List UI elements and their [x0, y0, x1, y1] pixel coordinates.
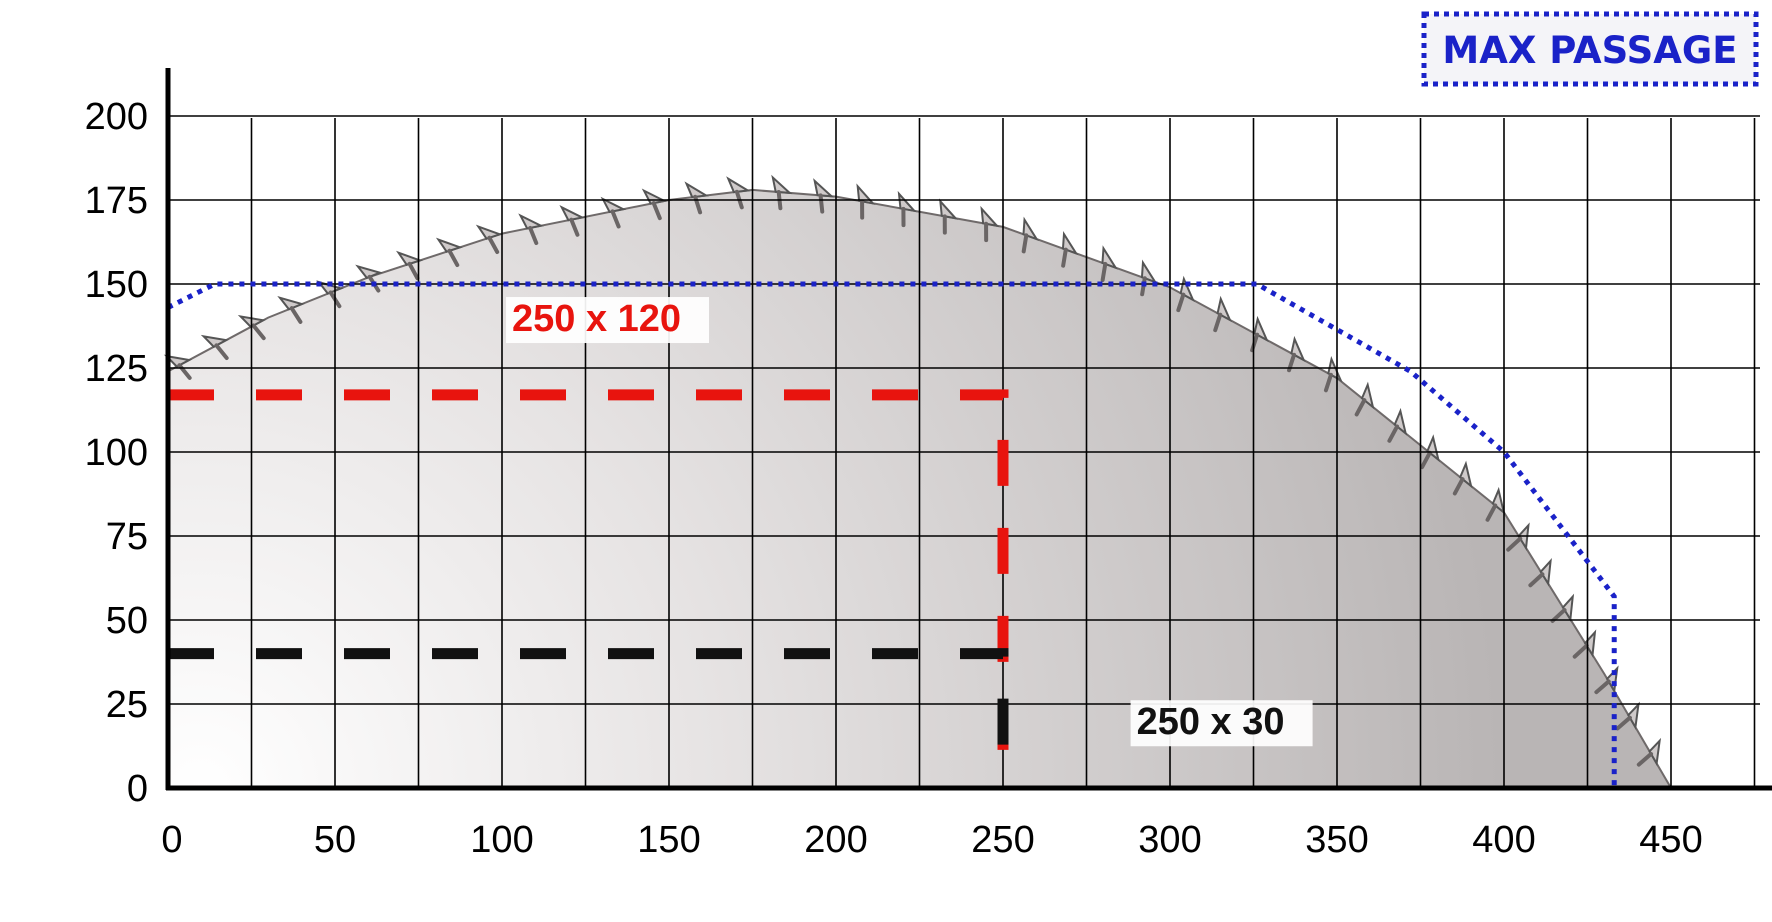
saw-tooth-gullet: [818, 193, 825, 214]
saw-tooth-gullet: [1100, 261, 1108, 282]
x-tick-label: 0: [161, 819, 182, 861]
x-tick-label: 250: [971, 819, 1034, 861]
saw-tooth: [435, 237, 463, 253]
y-tick-labels: 0 25 50 75 100 125 150 175 200: [85, 96, 148, 810]
saw-tooth-gullet: [1021, 233, 1029, 254]
cut-label-background: [1130, 700, 1313, 747]
saw-tooth-gullet: [251, 323, 266, 341]
y-tick-label: 0: [127, 768, 148, 810]
saw-tooth-gullet: [1594, 679, 1611, 695]
x-tick-label: 200: [804, 819, 867, 861]
saw-tooth: [475, 224, 503, 240]
saw-tooth: [980, 205, 1000, 228]
y-tick-label: 150: [85, 264, 148, 306]
saw-tooth: [518, 213, 544, 230]
y-tick-label: 125: [85, 348, 148, 390]
y-tick-label: 50: [106, 600, 148, 642]
saw-tooth-gullet: [528, 225, 539, 246]
saw-tooth: [395, 250, 424, 266]
y-tick-label: 25: [106, 684, 148, 726]
saw-tooth-gullet: [1550, 607, 1567, 623]
saw-tooth: [726, 176, 751, 194]
x-tick-labels: 0 50 100 150 200 250 300 350 400 450: [161, 819, 1702, 861]
saw-tooth: [200, 334, 230, 349]
saw-tooth: [559, 205, 586, 222]
saw-tooth: [277, 295, 305, 311]
saw-tooth-gullet: [447, 248, 460, 268]
saw-tooth: [1360, 381, 1375, 410]
saw-tooth-gullet: [1387, 424, 1400, 443]
saw-tooth-gullet: [1615, 715, 1632, 731]
cut-rectangle-2: [168, 648, 1009, 788]
saw-tooth-gullet: [1506, 536, 1523, 552]
cut-label-1: 250 x 120: [506, 297, 710, 344]
x-tick-label: 50: [314, 819, 356, 861]
legend: MAX PASSAGE: [1421, 11, 1759, 87]
saw-tooth-gullet: [407, 261, 420, 281]
x-tick-label: 450: [1639, 819, 1702, 861]
saw-tooth-gullet: [569, 217, 580, 237]
x-tick-label: 400: [1472, 819, 1535, 861]
saw-tooth-gullet: [1213, 312, 1223, 333]
axes: [165, 68, 1772, 791]
saw-tooth-gullet: [487, 235, 500, 255]
cut-label-text: 250 x 30: [1137, 701, 1285, 743]
saw-tooth-gullet: [1636, 751, 1654, 767]
saw-tooth-gullet: [289, 306, 303, 324]
saw-tooth-gullet: [1485, 503, 1498, 522]
cut-label-background: [506, 297, 710, 344]
y-tick-label: 100: [85, 432, 148, 474]
saw-tooth-gullet: [610, 209, 621, 229]
saw-tooth: [684, 181, 710, 199]
saw-tooth: [1648, 737, 1662, 767]
saw-tooth: [1583, 629, 1597, 658]
saw-tooth-gullet: [1176, 292, 1186, 313]
cut-rectangles: [168, 389, 1009, 788]
saw-blade-teeth: [163, 174, 1662, 767]
legend-box: [1421, 11, 1759, 87]
saw-tooth: [1491, 486, 1506, 515]
saw-tooth-gullet: [1420, 450, 1432, 470]
saw-tooth: [771, 174, 793, 195]
saw-tooth: [939, 198, 959, 220]
max-passage-outline: [166, 281, 1617, 788]
saw-tooth-gullet: [1061, 247, 1068, 268]
x-tick-label: 300: [1138, 819, 1201, 861]
x-tick-label: 100: [470, 819, 533, 861]
legend-label: MAX PASSAGE: [1442, 29, 1737, 72]
x-tick-label: 150: [637, 819, 700, 861]
cut-labels: 250 x 120 250 x 30: [506, 297, 1313, 747]
saw-tooth: [600, 196, 627, 214]
saw-tooth-gullet: [1323, 372, 1333, 393]
saw-tooth: [1426, 434, 1441, 463]
saw-tooth: [163, 354, 193, 368]
y-tick-label: 200: [85, 96, 148, 138]
y-tick-label: 75: [106, 516, 148, 558]
saw-tooth-gullet: [1528, 572, 1545, 588]
saw-tooth-gullet: [651, 201, 662, 221]
saw-tooth: [1561, 593, 1575, 623]
saw-tooth: [897, 190, 917, 213]
saw-tooth-gullet: [1572, 643, 1589, 659]
y-tick-label: 175: [85, 180, 148, 222]
saw-tooth: [856, 183, 876, 205]
saw-tooth: [1627, 701, 1640, 731]
saw-tooth-gullet: [1354, 398, 1367, 417]
saw-tooth-gullet: [214, 343, 229, 361]
saw-tooth-gullet: [1452, 477, 1465, 496]
saw-tooth: [813, 178, 835, 198]
saw-tooth: [1393, 407, 1408, 436]
saw-tooth: [1539, 558, 1552, 587]
cut-label-2: 250 x 30: [1130, 700, 1313, 747]
x-tick-label: 350: [1305, 819, 1368, 861]
cut-label-text: 250 x 120: [512, 298, 681, 340]
saw-tooth: [1458, 460, 1473, 489]
saw-tooth: [355, 264, 383, 280]
